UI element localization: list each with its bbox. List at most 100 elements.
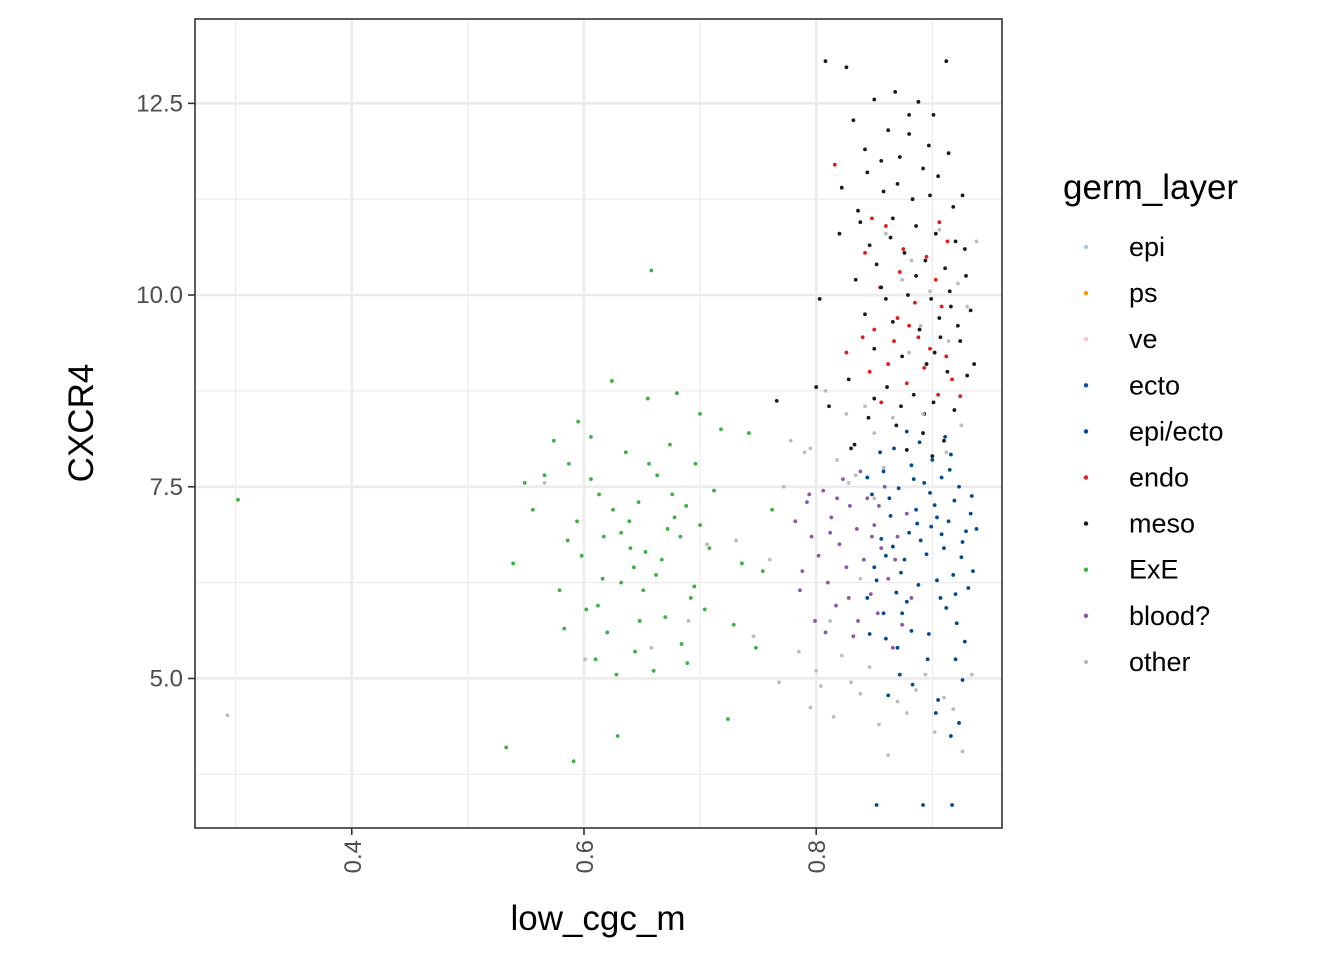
- data-point: [851, 118, 856, 123]
- series-meso: [774, 59, 977, 458]
- data-point: [893, 89, 898, 94]
- data-point: [760, 569, 765, 574]
- data-point: [872, 523, 877, 528]
- data-point: [654, 573, 658, 577]
- data-point: [858, 220, 863, 225]
- data-point: [958, 394, 963, 399]
- data-point: [895, 534, 900, 539]
- data-point: [902, 557, 907, 562]
- data-point: [600, 576, 605, 581]
- data-point: [852, 442, 857, 447]
- data-point: [636, 500, 641, 504]
- legend-label: epi: [1129, 232, 1165, 262]
- data-point: [953, 239, 958, 244]
- data-point: [895, 316, 900, 320]
- data-point: [916, 99, 921, 104]
- data-point: [959, 555, 964, 560]
- data-point: [883, 553, 888, 558]
- data-point: [844, 412, 849, 416]
- data-point: [863, 250, 867, 255]
- data-point: [914, 224, 918, 228]
- data-point: [924, 254, 929, 259]
- data-point: [821, 488, 826, 493]
- data-point: [918, 323, 923, 328]
- legend-label: blood?: [1129, 601, 1210, 631]
- data-point: [872, 431, 877, 435]
- data-point: [668, 442, 672, 447]
- data-point: [910, 197, 915, 202]
- data-point: [886, 693, 891, 698]
- data-point: [637, 619, 642, 623]
- data-point: [909, 596, 914, 600]
- data-point: [921, 803, 925, 807]
- data-point: [522, 481, 527, 485]
- x-tick-label: 0.4: [340, 840, 367, 873]
- data-point: [823, 59, 828, 64]
- data-point: [935, 515, 939, 520]
- data-point: [939, 304, 944, 309]
- data-point: [942, 438, 946, 443]
- data-point: [692, 584, 697, 589]
- data-point: [897, 672, 902, 677]
- data-point: [800, 569, 805, 574]
- data-point: [916, 583, 921, 587]
- data-point: [853, 277, 858, 282]
- data-point: [971, 569, 975, 574]
- y-tick-label: 5.0: [150, 665, 183, 692]
- data-point: [817, 296, 822, 301]
- data-point: [957, 484, 961, 489]
- data-point: [937, 227, 942, 232]
- data-point: [929, 296, 934, 301]
- data-point: [678, 534, 683, 539]
- data-point: [814, 668, 819, 673]
- data-point: [562, 626, 567, 631]
- data-point: [883, 636, 888, 641]
- data-point: [504, 745, 509, 750]
- data-point: [774, 398, 779, 403]
- data-point: [705, 542, 709, 547]
- data-point: [605, 630, 610, 635]
- data-point: [835, 496, 840, 501]
- data-point: [931, 112, 936, 117]
- data-point: [943, 435, 948, 439]
- data-point: [877, 504, 881, 508]
- data-point: [874, 803, 879, 807]
- data-point: [596, 603, 600, 608]
- data-point: [886, 362, 891, 366]
- x-tick-label: 0.8: [804, 840, 831, 873]
- data-point: [944, 606, 949, 610]
- data-point: [829, 515, 834, 520]
- data-point: [950, 377, 954, 382]
- data-point: [888, 235, 893, 240]
- data-point: [847, 504, 852, 508]
- legend-label: ExE: [1129, 555, 1179, 585]
- data-point: [589, 435, 593, 439]
- data-point: [878, 450, 882, 455]
- data-point: [731, 622, 736, 627]
- legend-label: meso: [1129, 509, 1195, 539]
- data-point: [674, 391, 679, 396]
- data-point: [665, 527, 670, 531]
- data-point: [831, 714, 836, 719]
- data-point: [938, 596, 943, 600]
- data-point: [928, 289, 932, 294]
- data-point: [851, 634, 856, 639]
- legend-key: [1083, 613, 1089, 618]
- legend: germ_layer epi ps ve ecto epi/ecto endo meso Ex…: [1063, 168, 1238, 677]
- data-point: [929, 524, 934, 529]
- data-point: [962, 247, 967, 251]
- legend-label: ve: [1129, 324, 1158, 354]
- data-point: [904, 599, 909, 604]
- data-point: [913, 300, 917, 305]
- data-point: [882, 484, 887, 489]
- data-point: [895, 699, 900, 704]
- data-point: [952, 408, 957, 412]
- legend-key: [1083, 244, 1089, 250]
- data-point: [901, 247, 906, 251]
- data-point: [932, 503, 937, 508]
- data-point: [865, 496, 870, 501]
- data-point: [914, 688, 918, 692]
- data-point: [894, 423, 899, 428]
- data-point: [945, 369, 950, 374]
- data-point: [957, 721, 961, 725]
